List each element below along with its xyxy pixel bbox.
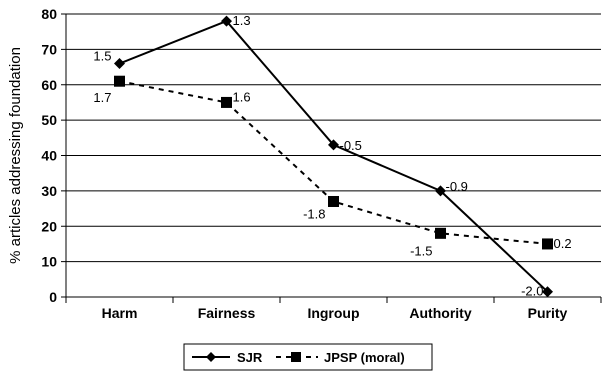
x-tick-label-ingroup: Ingroup [307, 305, 359, 321]
data-point [114, 58, 125, 70]
y-axis-label: % articles addressing foundation [7, 47, 24, 264]
legend-marker-sjr [206, 352, 216, 362]
legend: SJR JPSP (moral) [183, 343, 433, 371]
gridlines [66, 13, 601, 263]
data-label: -1.8 [303, 206, 325, 221]
data-label: 1.6 [233, 89, 251, 104]
legend-marker-jpsp [291, 352, 301, 362]
y-tick-labels: 0 10 20 30 40 50 60 70 80 [41, 6, 57, 305]
data-label: -0.5 [340, 138, 362, 153]
data-point [221, 96, 232, 108]
data-point [328, 195, 339, 207]
y-tick-label: 60 [41, 77, 57, 93]
y-tick-label: 70 [41, 41, 57, 57]
data-point [542, 286, 553, 298]
y-tick-label: 50 [41, 112, 57, 128]
series-sjr: 1.5 1.3 -0.5 -0.9 -2.0 [93, 13, 553, 299]
x-tick-label-fairness: Fairness [198, 305, 256, 321]
data-point [114, 75, 125, 87]
axes [61, 13, 602, 303]
data-label: 1.3 [233, 13, 251, 28]
x-tick-label-authority: Authority [409, 305, 471, 321]
data-label: -1.5 [410, 243, 432, 258]
x-tick-label-purity: Purity [528, 305, 568, 321]
y-tick-label: 10 [41, 254, 57, 270]
series-line [119, 80, 548, 245]
data-label: -0.9 [446, 179, 468, 194]
legend-label-jpsp: JPSP (moral) [324, 350, 405, 365]
data-label: 1.7 [93, 90, 111, 105]
data-point [328, 139, 339, 151]
data-point [435, 185, 446, 197]
x-tick-label-harm: Harm [102, 305, 138, 321]
series-jpsp-moral: 1.7 1.6 -1.8 -1.5 0.2 [93, 75, 572, 258]
data-label: 1.5 [93, 49, 111, 64]
y-tick-label: 80 [41, 6, 57, 22]
data-label: 0.2 [554, 236, 572, 251]
y-tick-label: 0 [49, 289, 57, 305]
series-line [119, 19, 549, 293]
x-tick-labels: Harm Fairness Ingroup Authority Purity [102, 305, 568, 321]
data-point [221, 15, 232, 27]
data-point [435, 227, 446, 239]
y-tick-label: 40 [41, 148, 57, 164]
legend-label-sjr: SJR [237, 350, 263, 365]
data-label: -2.0 [521, 284, 543, 299]
data-point [542, 238, 553, 250]
y-tick-label: 20 [41, 218, 57, 234]
y-tick-label: 30 [41, 183, 57, 199]
series-group: 1.5 1.3 -0.5 -0.9 -2.0 1.7 1.6 -1.8 -1.5 0.2 [93, 13, 571, 299]
